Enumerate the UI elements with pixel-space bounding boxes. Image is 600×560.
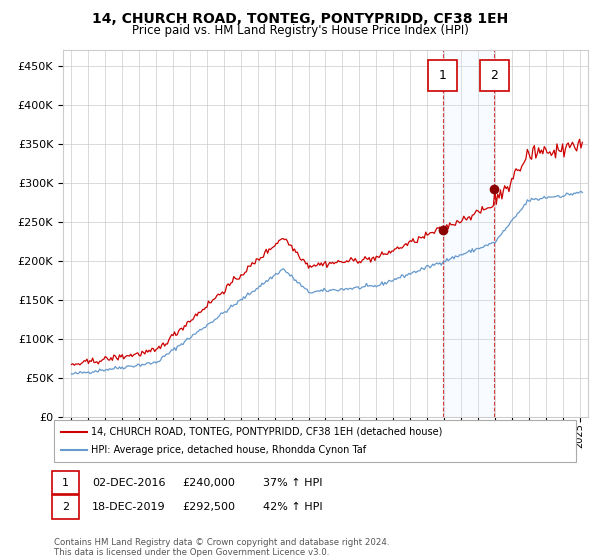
Text: £292,500: £292,500 bbox=[182, 502, 235, 512]
Text: 2: 2 bbox=[490, 69, 498, 82]
Text: 18-DEC-2019: 18-DEC-2019 bbox=[92, 502, 166, 512]
Text: Price paid vs. HM Land Registry's House Price Index (HPI): Price paid vs. HM Land Registry's House … bbox=[131, 24, 469, 36]
Text: HPI: Average price, detached house, Rhondda Cynon Taf: HPI: Average price, detached house, Rhon… bbox=[91, 445, 367, 455]
Text: 42% ↑ HPI: 42% ↑ HPI bbox=[263, 502, 322, 512]
Text: Contains HM Land Registry data © Crown copyright and database right 2024.
This d: Contains HM Land Registry data © Crown c… bbox=[54, 538, 389, 557]
FancyBboxPatch shape bbox=[480, 59, 509, 91]
Text: 14, CHURCH ROAD, TONTEG, PONTYPRIDD, CF38 1EH (detached house): 14, CHURCH ROAD, TONTEG, PONTYPRIDD, CF3… bbox=[91, 427, 443, 437]
Text: 1: 1 bbox=[439, 69, 446, 82]
Text: 2: 2 bbox=[62, 502, 69, 512]
Text: 14, CHURCH ROAD, TONTEG, PONTYPRIDD, CF38 1EH: 14, CHURCH ROAD, TONTEG, PONTYPRIDD, CF3… bbox=[92, 12, 508, 26]
Bar bbox=[443, 50, 494, 417]
Text: 1: 1 bbox=[62, 478, 69, 488]
Text: £240,000: £240,000 bbox=[182, 478, 235, 488]
FancyBboxPatch shape bbox=[428, 59, 457, 91]
Text: 37% ↑ HPI: 37% ↑ HPI bbox=[263, 478, 322, 488]
Text: 02-DEC-2016: 02-DEC-2016 bbox=[92, 478, 166, 488]
